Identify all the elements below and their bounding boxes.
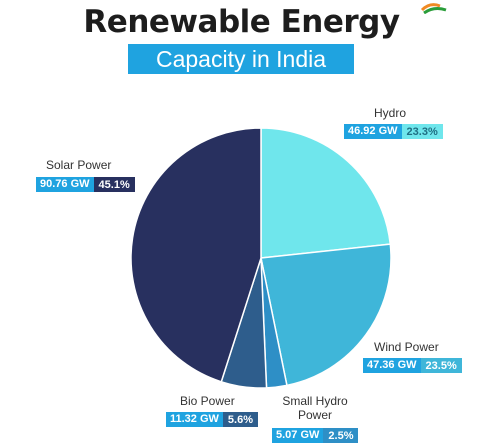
label-small-hydro: Small Hydro Power: [282, 394, 348, 422]
label-hydro: Hydro: [374, 106, 407, 120]
slice-solar: [130, 127, 262, 383]
percent-wind: 23.5%: [420, 358, 462, 373]
flag-logo-icon: [420, 3, 447, 14]
badge-hydro: 46.92 GW 23.3%: [344, 124, 443, 139]
percent-small-hydro: 2.5%: [323, 428, 359, 443]
subtitle-banner: Capacity in India: [128, 44, 354, 74]
percent-bio: 5.6%: [222, 412, 258, 427]
percent-solar: 45.1%: [93, 177, 135, 192]
value-small-hydro: 5.07 GW: [272, 428, 324, 443]
label-bio: Bio Power: [180, 394, 235, 408]
label-wind: Wind Power: [374, 340, 439, 354]
chart-subtitle: Capacity in India: [155, 46, 327, 72]
value-solar: 90.76 GW: [36, 177, 94, 192]
value-wind: 47.36 GW: [363, 358, 421, 373]
value-bio: 11.32 GW: [166, 412, 223, 427]
percent-hydro: 23.3%: [401, 124, 443, 139]
badge-solar: 90.76 GW 45.1%: [36, 177, 135, 192]
value-hydro: 46.92 GW: [344, 124, 402, 139]
badge-bio: 11.32 GW 5.6%: [166, 412, 258, 427]
label-solar: Solar Power: [46, 158, 112, 172]
slice-wind: [260, 243, 392, 387]
badge-wind: 47.36 GW 23.5%: [363, 358, 462, 373]
chart-title: Renewable Energy: [83, 4, 400, 40]
badge-small-hydro: 5.07 GW 2.5%: [272, 428, 359, 443]
slice-hydro: [260, 127, 392, 259]
